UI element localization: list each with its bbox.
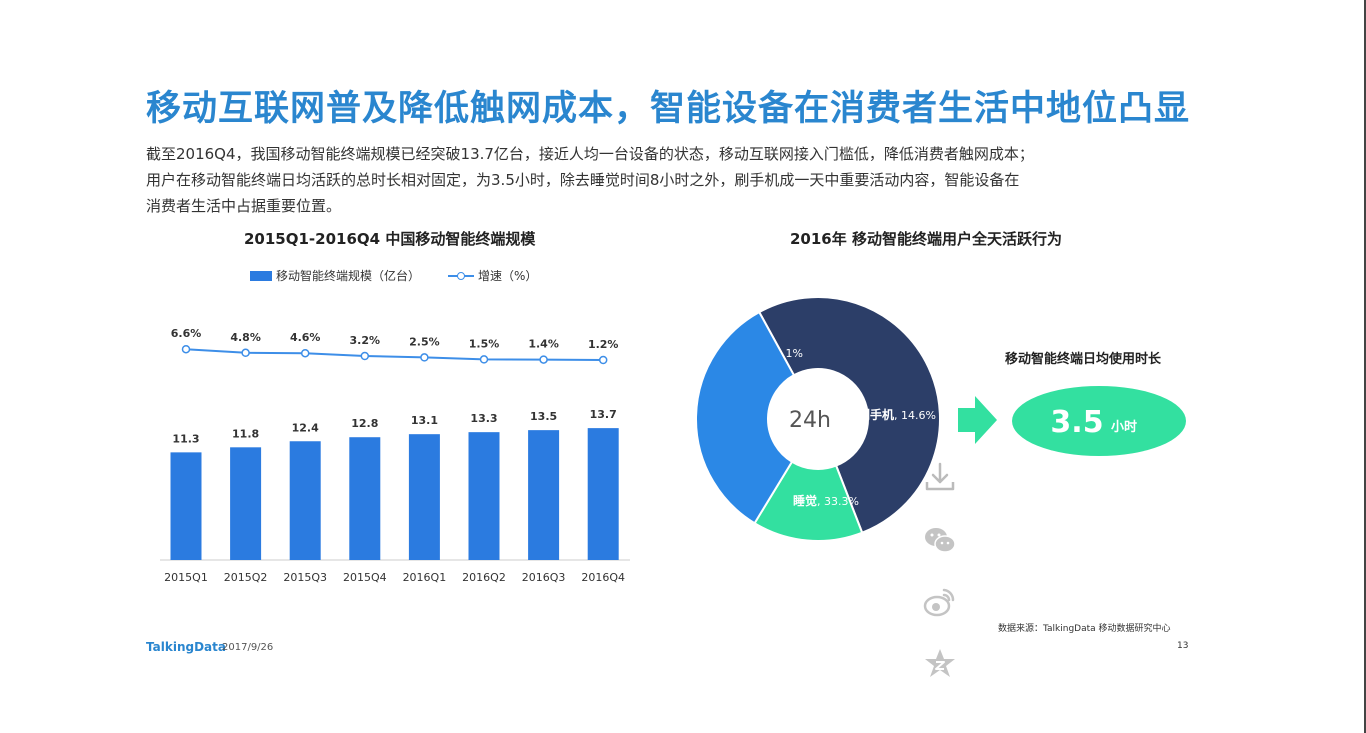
growth-point [420,353,429,362]
usage-label: 移动智能终端日均使用时长 [1005,351,1162,367]
bar-chart-title: 2015Q1-2016Q4 中国移动智能终端规模 [244,230,536,248]
growth-label: 4.6% [290,331,321,344]
bar-value-label: 12.4 [292,421,319,434]
growth-label: 6.6% [171,327,202,340]
pie-slice-label: 刷手机, 14.6% [858,407,936,422]
growth-label: 4.8% [230,331,261,344]
bar [289,441,321,560]
x-tick-label: 2016Q3 [522,571,566,584]
bar-value-label: 12.8 [351,417,378,430]
window-edge [1364,0,1366,733]
legend-line-swatch [448,271,475,281]
bar [468,432,500,560]
x-tick-label: 2015Q1 [164,571,208,584]
bar-chart-legend: 移动智能终端规模（亿台） 增速（%） [250,267,537,284]
description-line: 消费者生活中占据重要位置。 [146,197,342,215]
bar-value-label: 13.5 [530,410,557,423]
description: 截至2016Q4，我国移动智能终端规模已经突破13.7亿台，接近人均一台设备的状… [146,141,1186,219]
growth-label: 1.4% [528,338,559,351]
x-tick-label: 2015Q2 [224,571,268,584]
pie-slice [753,460,864,542]
bar-value-label: 11.8 [232,427,259,440]
growth-line [185,348,604,361]
growth-point [598,355,608,365]
pie-slice-label: 睡觉, 33.3% [793,493,859,508]
bar [230,447,262,560]
bar [170,452,202,560]
growth-point [300,348,310,358]
qzone-icon[interactable] [922,646,958,682]
description-line: 用户在移动智能终端日均活跃的总时长相对固定，为3.5小时，除去睡觉时间8小时之外… [146,171,1020,189]
growth-label: 3.2% [350,334,381,347]
wechat-icon[interactable] [922,522,958,558]
growth-point [360,351,370,361]
growth-point [241,348,250,358]
bar-value-label: 11.3 [172,432,199,445]
weibo-icon[interactable] [922,584,958,620]
pie-center-label: 24h [789,408,831,433]
growth-label: 2.5% [409,335,440,348]
x-tick-label: 2015Q4 [343,571,387,584]
bar [528,430,560,560]
page-title: 移动互联网普及降低触网成本，智能设备在消费者生活中地位凸显 [146,89,1191,129]
pie-slice [757,296,941,535]
growth-point [181,344,191,354]
bar-value-label: 13.1 [411,414,438,427]
bar-value-label: 13.3 [470,412,497,425]
pie-slice [695,310,796,525]
usage-pill [1012,386,1186,456]
usage-unit: 小时 [1111,419,1137,435]
footer-date: 2017/9/26 [222,642,274,653]
legend-item-bar: 移动智能终端规模（亿台） [250,267,420,284]
legend-item-line: 增速（%） [448,267,537,284]
download-icon[interactable] [922,460,958,496]
legend-bar-swatch [250,270,272,281]
data-source: 数据来源：TalkingData 移动数据研究中心 [998,624,1171,634]
bar [349,437,381,560]
bar-value-label: 13.7 [590,408,617,421]
page-number: 13 [1177,641,1189,651]
growth-label: 1.5% [469,337,500,350]
x-tick-label: 2016Q4 [581,571,625,584]
x-tick-label: 2016Q1 [403,571,447,584]
growth-label: 1.2% [588,338,619,351]
arrow-icon [958,396,997,444]
growth-point [479,355,489,364]
bar [408,434,440,560]
description-line: 截至2016Q4，我国移动智能终端规模已经突破13.7亿台，接近人均一台设备的状… [146,145,1034,163]
talkingdata-logo: TalkingData [146,640,226,654]
bar [587,428,619,560]
legend-line-label: 增速（%） [478,269,538,283]
x-tick-label: 2016Q2 [462,571,506,584]
pie-chart-title: 2016年 移动智能终端用户全天活跃行为 [790,230,1062,248]
x-tick-label: 2015Q3 [283,571,327,584]
usage-value: 3.5 [1050,405,1103,440]
legend-bar-label: 移动智能终端规模（亿台） [276,269,421,283]
growth-point [539,355,548,364]
